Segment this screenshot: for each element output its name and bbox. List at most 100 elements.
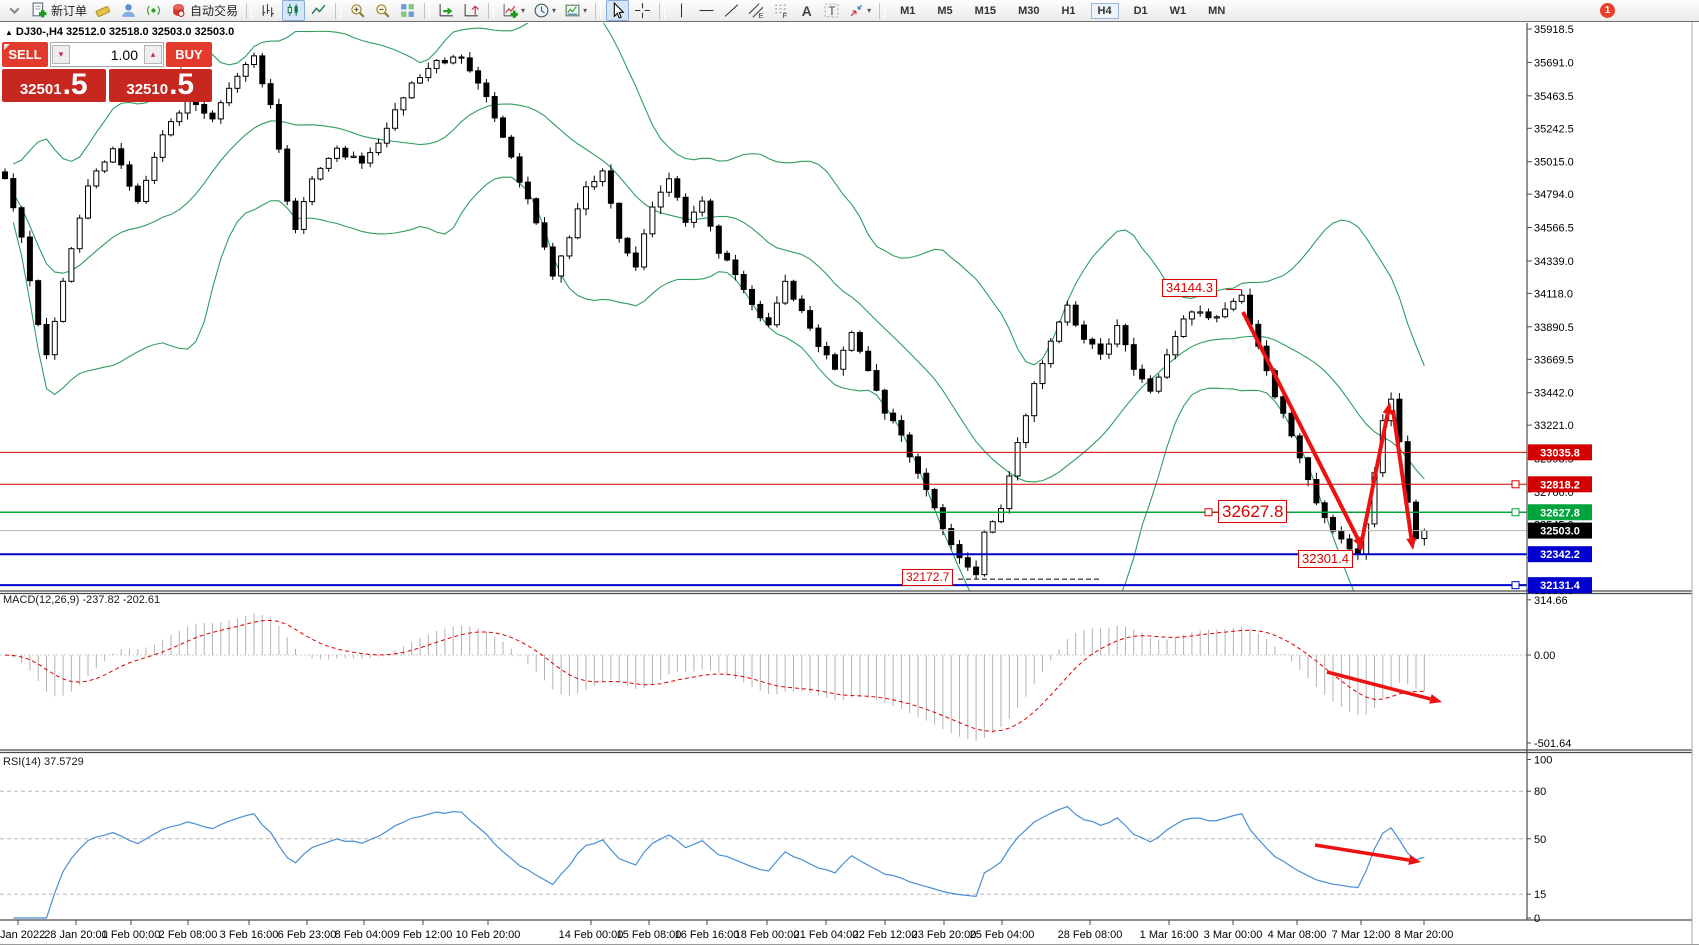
volume-increase-button[interactable]: ▴ xyxy=(144,45,162,64)
timeframe-m15-button[interactable]: M15 xyxy=(974,4,997,17)
signal-icon xyxy=(147,5,160,16)
profile-icon xyxy=(122,4,135,17)
dropdown-caret-icon[interactable]: ▾ xyxy=(521,6,526,15)
templates-button[interactable]: ▾ xyxy=(561,0,590,21)
auto-scroll-button[interactable] xyxy=(435,0,458,21)
svg-text:33035.8: 33035.8 xyxy=(1540,447,1580,459)
highlighter-button[interactable] xyxy=(92,0,115,21)
timeframe-m5-button[interactable]: M5 xyxy=(937,4,953,17)
auto-trading-button-label: 自动交易 xyxy=(190,4,239,18)
svg-text:33221.0: 33221.0 xyxy=(1534,420,1574,432)
svg-text:T: T xyxy=(828,5,835,18)
sell-price-panel[interactable]: 32501 .5 xyxy=(2,69,106,102)
candle-chart-button[interactable] xyxy=(282,0,306,21)
svg-text:33669.5: 33669.5 xyxy=(1534,354,1574,366)
line-chart-button[interactable] xyxy=(307,0,330,21)
buy-button[interactable]: BUY xyxy=(166,42,212,67)
bar-chart-button[interactable] xyxy=(257,0,280,21)
svg-text:8 Mar 20:00: 8 Mar 20:00 xyxy=(1395,929,1454,941)
trendline-icon xyxy=(724,4,739,17)
tile-windows-button[interactable] xyxy=(396,0,419,21)
trendline-button[interactable] xyxy=(720,0,743,21)
svg-text:34566.5: 34566.5 xyxy=(1534,223,1574,235)
timeframe-mn-button[interactable]: MN xyxy=(1208,4,1226,17)
svg-text:34339.0: 34339.0 xyxy=(1534,256,1574,268)
buy-button-label: BUY xyxy=(175,47,203,62)
zoom-in-button[interactable] xyxy=(346,0,369,21)
crosshair-button[interactable] xyxy=(631,0,654,21)
profile-button[interactable] xyxy=(117,0,140,21)
svg-text:35691.0: 35691.0 xyxy=(1534,57,1574,69)
autotrade-icon xyxy=(173,4,185,17)
arrows-button[interactable]: ▾ xyxy=(845,0,874,21)
toolbar-separator xyxy=(335,2,342,19)
dropdown-caret-icon[interactable]: ▾ xyxy=(583,6,588,15)
buy-price-panel[interactable]: 32510 .5 xyxy=(108,69,212,102)
zoom-out-button[interactable] xyxy=(371,0,394,21)
timeframe-m30-button[interactable]: M30 xyxy=(1018,4,1040,17)
new-order-button[interactable]: 新订单 xyxy=(28,0,90,21)
auto-trading-button[interactable]: 自动交易 xyxy=(167,0,241,21)
cursor-button[interactable] xyxy=(606,0,630,21)
svg-text:10 Feb 20:00: 10 Feb 20:00 xyxy=(456,929,521,941)
vertical-line-button[interactable] xyxy=(670,0,693,21)
equidistant-channel-button[interactable]: E xyxy=(745,0,768,21)
svg-text:34118.0: 34118.0 xyxy=(1534,288,1573,300)
svg-text:32503.0: 32503.0 xyxy=(1540,526,1580,538)
price-annotation[interactable]: 32172.7 xyxy=(902,569,954,587)
fibonacci-button[interactable]: F xyxy=(770,0,793,21)
linechart-icon xyxy=(311,4,326,15)
svg-text:34794.0: 34794.0 xyxy=(1534,189,1574,201)
price-annotation[interactable]: 32627.8 xyxy=(1218,499,1288,523)
arrows-icon xyxy=(850,4,863,17)
timeframe-h1-button[interactable]: H1 xyxy=(1061,4,1076,17)
volume-decrease-button[interactable]: ▾ xyxy=(52,45,70,64)
chart-shift-button[interactable] xyxy=(460,0,483,21)
chart-marker-icon: ▲ xyxy=(5,28,13,37)
toolbar-overflow-button[interactable] xyxy=(3,0,26,21)
textA-icon: A xyxy=(802,3,812,19)
svg-text:32627.8: 32627.8 xyxy=(1540,507,1580,519)
price-annotation[interactable]: 34144.3 xyxy=(1162,279,1217,298)
timeframe-d1-button[interactable]: D1 xyxy=(1133,4,1148,17)
toolbar-separator xyxy=(879,2,886,19)
dropdown-caret-icon[interactable]: ▾ xyxy=(867,6,872,15)
text-button[interactable]: A xyxy=(795,0,818,21)
zoomin-icon xyxy=(351,4,365,18)
svg-text:2 Feb 08:00: 2 Feb 08:00 xyxy=(159,929,218,941)
toolbar-separator xyxy=(595,2,602,19)
signals-button[interactable] xyxy=(142,0,165,21)
svg-text:21 Feb 04:00: 21 Feb 04:00 xyxy=(794,929,859,941)
toolbar-separator xyxy=(659,2,666,19)
price-annotation[interactable]: 32301.4 xyxy=(1298,549,1353,568)
candles-icon xyxy=(287,4,298,16)
svg-text:100: 100 xyxy=(1534,755,1552,767)
svg-text:7 Mar 12:00: 7 Mar 12:00 xyxy=(1332,929,1391,941)
sell-button[interactable]: SELL xyxy=(2,42,48,67)
svg-text:6 Feb 23:00: 6 Feb 23:00 xyxy=(278,929,337,941)
periods-button[interactable]: ▾ xyxy=(530,0,559,21)
horizontal-line-button[interactable] xyxy=(695,0,718,21)
text-label-button[interactable]: T xyxy=(820,0,843,21)
dropdown-caret-icon[interactable]: ▾ xyxy=(552,6,557,15)
autoscroll-icon xyxy=(439,4,453,17)
svg-text:15 Feb 08:00: 15 Feb 08:00 xyxy=(617,929,682,941)
svg-text:25 Feb 04:00: 25 Feb 04:00 xyxy=(970,929,1035,941)
timeframe-w1-button[interactable]: W1 xyxy=(1169,4,1187,17)
new-order-button-label: 新订单 xyxy=(51,4,88,18)
svg-text:35242.5: 35242.5 xyxy=(1534,123,1574,135)
collapse-arrow-icon[interactable] xyxy=(4,44,10,50)
timeframe-h4-button[interactable]: H4 xyxy=(1090,2,1119,19)
volume-input[interactable]: 1.00 xyxy=(110,46,138,63)
toolbar-separator xyxy=(488,2,495,19)
indicators-button[interactable]: ▾ xyxy=(499,0,528,21)
timeframe-m1-button[interactable]: M1 xyxy=(900,4,916,17)
svg-text:33442.0: 33442.0 xyxy=(1534,388,1574,400)
notification-badge[interactable]: 1 xyxy=(1600,3,1615,18)
svg-text:8 Feb 04:00: 8 Feb 04:00 xyxy=(335,929,394,941)
rsi-indicator-label: RSI(14) 37.5729 xyxy=(3,756,84,768)
svg-text:22 Feb 12:00: 22 Feb 12:00 xyxy=(853,929,918,941)
caret-icon xyxy=(9,7,20,15)
clock-icon xyxy=(534,3,549,18)
